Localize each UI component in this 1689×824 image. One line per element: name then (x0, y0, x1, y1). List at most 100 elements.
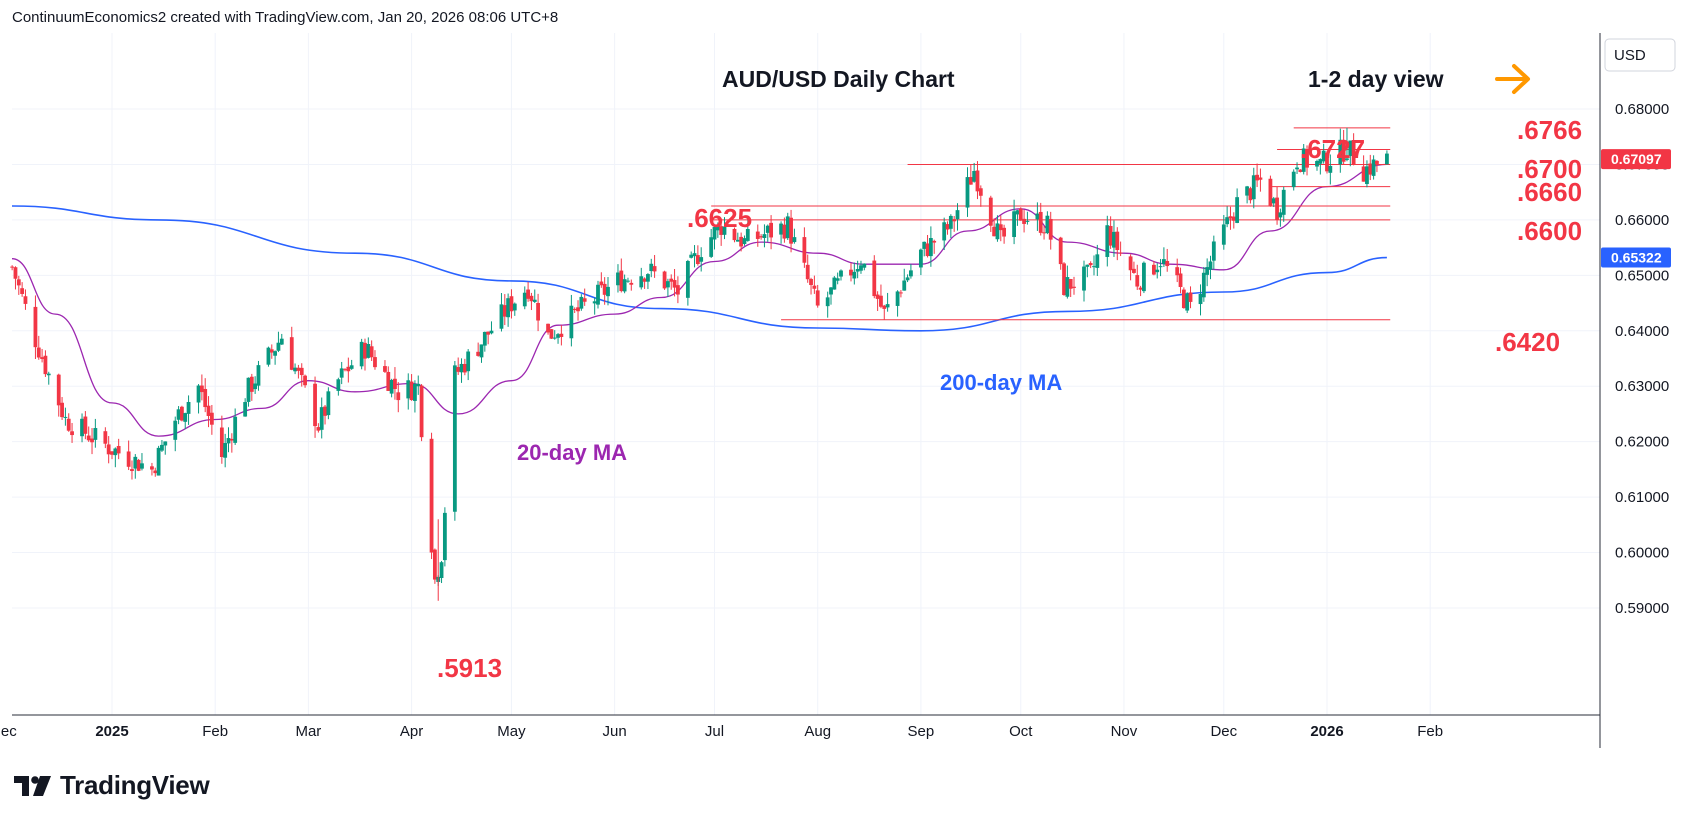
candle (406, 373, 411, 410)
candle (779, 221, 783, 244)
candle (419, 384, 424, 442)
candle-body (965, 177, 970, 208)
candle-body (606, 286, 610, 297)
candle (536, 293, 540, 332)
candle-body (103, 431, 108, 444)
candle-body (1175, 267, 1180, 276)
candle (1152, 260, 1156, 276)
price-badge-label: 0.65322 (1611, 249, 1662, 265)
candle-body (140, 463, 144, 469)
candle-body (226, 438, 231, 444)
candle-body (279, 338, 284, 345)
candle-body (918, 249, 923, 268)
candle-body (462, 363, 467, 373)
candle-body (619, 270, 624, 292)
candle (316, 423, 321, 433)
candle (1042, 225, 1046, 240)
candle-body (1225, 217, 1230, 225)
candle-body (895, 291, 900, 306)
candle-body (1348, 140, 1353, 157)
candle (1211, 235, 1216, 270)
candle-body (183, 413, 188, 422)
candle (1138, 285, 1143, 297)
candle (153, 467, 158, 477)
candle-body (802, 237, 807, 263)
candle (715, 222, 720, 238)
candle-body (942, 222, 947, 241)
candle-body (1002, 227, 1007, 237)
candle-body (1385, 153, 1389, 165)
candle (1065, 265, 1070, 299)
candle-body (1058, 237, 1063, 265)
candle (599, 272, 604, 288)
candle-body (1015, 210, 1020, 215)
candle-body (1165, 260, 1170, 267)
candle (1178, 267, 1183, 294)
candle (1278, 208, 1283, 227)
candle (1268, 175, 1273, 207)
candle (60, 397, 64, 420)
candle (36, 335, 41, 360)
candle (646, 273, 650, 290)
candle-body (153, 470, 158, 474)
tradingview-logo[interactable]: TradingView (14, 770, 210, 801)
candle (43, 350, 48, 377)
currency-button[interactable] (1604, 38, 1676, 72)
candle-body (1155, 269, 1160, 273)
candle (1128, 254, 1133, 281)
candle-body (1321, 150, 1326, 162)
candle (859, 260, 863, 274)
candle-body (805, 264, 810, 280)
candle-body (1042, 232, 1046, 234)
candle (606, 277, 610, 306)
candle (546, 323, 550, 335)
candle (1085, 264, 1090, 278)
candle-body (1178, 273, 1183, 287)
candle-body (1291, 171, 1296, 188)
candle-body (925, 243, 930, 257)
candle (925, 235, 930, 258)
candle-body (622, 279, 627, 292)
candle-body (928, 238, 933, 257)
candle (1315, 159, 1319, 171)
candle-body (782, 224, 787, 239)
candle (176, 406, 181, 425)
candle (1035, 202, 1040, 231)
candle-body (899, 292, 903, 294)
level-label: .6625 (687, 203, 752, 233)
candle-body (1281, 189, 1286, 215)
candle (1095, 244, 1100, 276)
ma20-label: 20-day MA (517, 440, 627, 465)
candle-body (1371, 159, 1376, 176)
candle (373, 350, 377, 370)
candle-body (199, 385, 204, 393)
candle-body (1211, 241, 1216, 261)
candle (1275, 186, 1279, 225)
chart-title: AUD/USD Daily Chart (722, 66, 955, 92)
candle (173, 416, 178, 452)
candle (552, 330, 557, 340)
candle (785, 212, 790, 241)
candle (1002, 224, 1007, 244)
candle-body (792, 237, 797, 243)
candle-body (229, 438, 234, 441)
candle-body (832, 277, 837, 290)
candle (1295, 162, 1299, 175)
candle-body (745, 228, 750, 241)
candle-body (735, 239, 740, 242)
candle-body (363, 342, 367, 359)
candle-body (326, 391, 331, 416)
price-tick-label: 0.59000 (1615, 600, 1669, 617)
candle (782, 217, 787, 243)
candle-body (649, 263, 654, 272)
candle-body (1228, 216, 1233, 219)
time-tick-label: 2025 (95, 723, 128, 740)
candle (93, 418, 98, 448)
candle (765, 224, 770, 242)
candle (186, 395, 191, 425)
candle-body (1325, 152, 1329, 172)
candle (902, 268, 907, 291)
candle-body (60, 402, 64, 418)
candle-body (419, 385, 424, 438)
